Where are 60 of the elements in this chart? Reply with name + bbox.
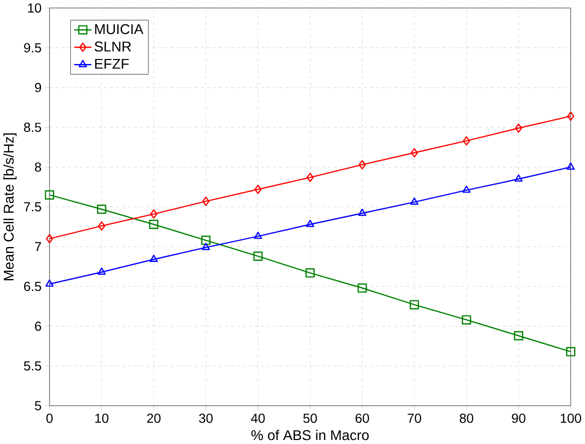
x-tick-label: 90 xyxy=(512,414,526,424)
point xyxy=(98,268,106,275)
point xyxy=(410,198,418,205)
point xyxy=(514,124,522,133)
y-tick-label: 5 xyxy=(34,401,42,411)
point xyxy=(45,280,54,287)
point xyxy=(254,184,262,194)
y-tick-label: 10 xyxy=(28,4,42,13)
x-tick-label: 30 xyxy=(199,414,213,424)
point xyxy=(410,148,418,158)
point xyxy=(201,236,211,246)
point xyxy=(46,234,54,244)
point xyxy=(514,331,524,341)
legend-label: MUICIA xyxy=(95,24,144,34)
point xyxy=(254,232,262,240)
x-tick-label: 100 xyxy=(560,414,582,424)
y-tick-label: 6 xyxy=(35,322,42,332)
point xyxy=(149,220,158,230)
point xyxy=(150,210,158,219)
y-tick-label: 8.5 xyxy=(24,122,42,132)
point xyxy=(462,315,472,325)
point xyxy=(358,160,366,170)
y-tick-label: 7 xyxy=(35,242,41,252)
legend-label: SLNR xyxy=(94,42,131,52)
point xyxy=(462,136,470,146)
y-axis-title: Mean Cell Rate [b/s/Hz] xyxy=(3,134,17,280)
point xyxy=(98,222,106,231)
point xyxy=(97,204,106,214)
x-tick-label: 10 xyxy=(95,414,108,424)
point xyxy=(306,173,314,182)
point xyxy=(514,174,523,182)
point xyxy=(150,254,158,262)
y-tick-label: 7.5 xyxy=(24,202,42,212)
point xyxy=(306,220,314,228)
point xyxy=(462,186,471,194)
point xyxy=(202,196,210,206)
point xyxy=(567,112,574,122)
x-tick-label: 20 xyxy=(147,414,161,424)
point xyxy=(44,190,54,200)
point xyxy=(358,208,366,216)
x-axis-title: % of ABS in Macro xyxy=(251,430,369,440)
x-tick-label: 0 xyxy=(46,414,53,424)
y-tick-label: 5.5 xyxy=(24,362,42,371)
point xyxy=(202,243,210,250)
x-tick-label: 40 xyxy=(251,414,265,424)
y-tick-label: 8 xyxy=(34,162,42,172)
point xyxy=(253,252,263,262)
y-tick-label: 9 xyxy=(34,83,42,92)
point xyxy=(566,347,576,357)
x-tick-label: 80 xyxy=(460,414,474,424)
x-tick-label: 50 xyxy=(303,414,317,424)
point xyxy=(410,300,419,310)
y-tick-label: 9.5 xyxy=(24,43,42,53)
x-tick-label: 70 xyxy=(408,414,422,424)
point xyxy=(566,162,575,170)
legend-label: EFZF xyxy=(95,59,129,69)
point xyxy=(358,284,367,293)
y-tick-label: 6.5 xyxy=(24,282,42,292)
point xyxy=(305,268,315,278)
x-tick-label: 60 xyxy=(356,414,370,424)
